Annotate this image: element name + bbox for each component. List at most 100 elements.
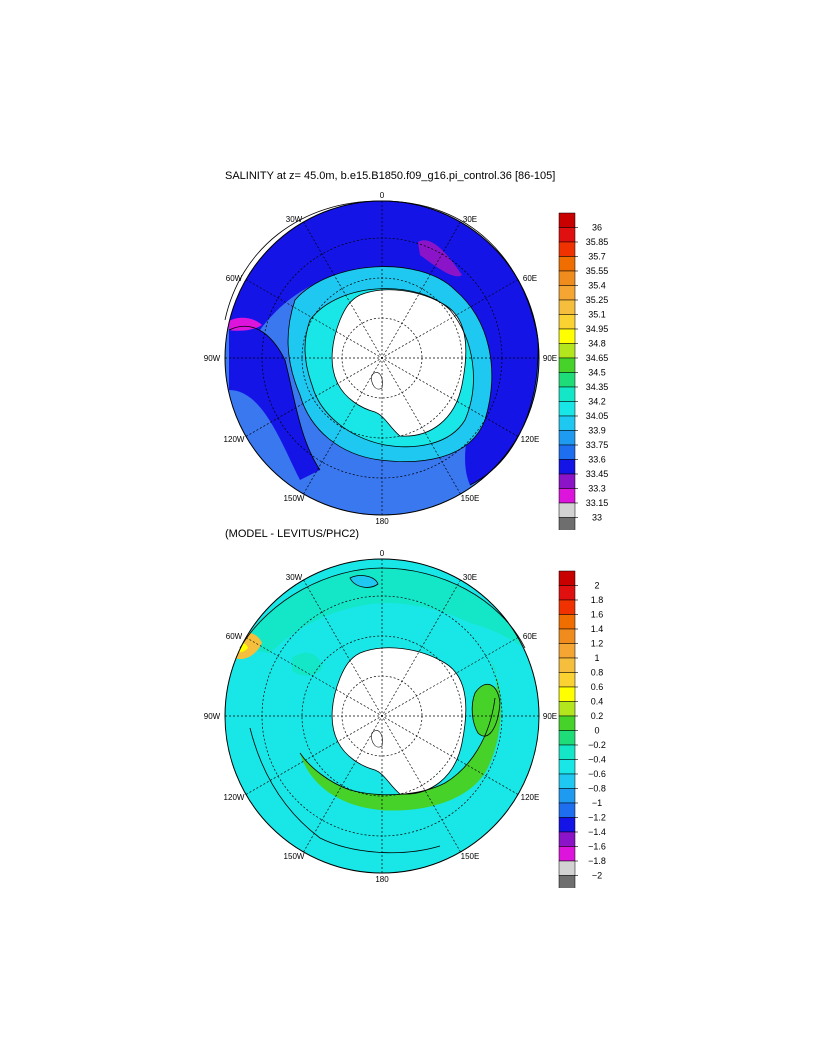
lon-label-60e: 60E — [523, 632, 537, 641]
colorbar-label: 0.2 — [591, 711, 604, 721]
colorbar-label: 33.15 — [586, 498, 609, 508]
colorbar-swatch — [558, 357, 576, 373]
colorbar-swatch — [558, 488, 576, 504]
field-0-2-east — [472, 684, 500, 737]
map-border — [224, 200, 540, 516]
colorbar-swatch — [558, 386, 576, 402]
antarctic-peninsula-shelf — [371, 372, 383, 390]
colorbar-label: −0.6 — [588, 769, 606, 779]
colorbar-swatch — [558, 672, 576, 688]
colorbar-swatch — [558, 686, 576, 702]
colorbar-swatch — [558, 788, 576, 804]
colorbar-swatch — [558, 415, 576, 431]
colorbar: 2 1.8 1.6 1.4 1.2 1 0.8 0.6 0.4 0.2 0 −0.2 −0.4 −0.6 −… — [558, 570, 606, 891]
lon-label-180: 180 — [375, 875, 389, 884]
graticule — [225, 559, 539, 873]
colorbar-swatch — [558, 585, 576, 601]
lon-label-30e: 30E — [463, 215, 477, 224]
colorbar-swatch — [558, 473, 576, 489]
lon-label-60w: 60W — [226, 632, 243, 641]
field-33-45-patch — [418, 240, 462, 277]
colorbar-label: −0.2 — [588, 740, 606, 750]
longitude-labels: 0 30E 60E 90E 120E 150E 180 150W 120W 90… — [204, 191, 557, 526]
colorbar-swatch — [558, 285, 576, 301]
chart-title: SALINITY at z= 45.0m, b.e15.B1850.f09_g1… — [225, 170, 556, 182]
colorbar-swatch — [558, 328, 576, 344]
lon-label-30w: 30W — [286, 215, 303, 224]
colorbar-swatch — [558, 256, 576, 272]
colorbar-label: 0.6 — [591, 682, 604, 692]
colorbar-label: 35.25 — [586, 295, 609, 305]
lon-label-90w: 90W — [204, 354, 221, 363]
colorbar-swatch — [558, 299, 576, 315]
colorbar-label: 36 — [592, 223, 602, 233]
lon-label-150e: 150E — [461, 494, 480, 503]
field-minus-0-4-patch — [350, 575, 378, 588]
colorbar-label: 35.7 — [588, 252, 606, 262]
colorbar-label: 35.4 — [588, 281, 606, 291]
lon-label-90w: 90W — [204, 712, 221, 721]
difference-panel: (MODEL - LEVITUS/PHC2) — [0, 528, 818, 891]
colorbar-swatch — [558, 773, 576, 789]
colorbar-swatch — [558, 701, 576, 717]
colorbar-swatch — [558, 314, 576, 330]
colorbar-label: 33.75 — [586, 440, 609, 450]
colorbar-label: 33.45 — [586, 469, 609, 479]
colorbar-swatch — [558, 715, 576, 731]
colorbar: 36 35.85 35.7 35.55 35.4 35.25 35.1 34.95 34.8 34… — [558, 212, 609, 533]
difference-map: 0 30E 60E 90E 120E 150E 180 150W 120W 90… — [204, 549, 606, 891]
salinity-map: 0 30E 60E 90E 120E 150E 180 150W 120W 90… — [204, 191, 609, 533]
colorbar-label: −1.4 — [588, 827, 606, 837]
colorbar-label: 34.95 — [586, 324, 609, 334]
colorbar-swatch — [558, 459, 576, 475]
colorbar-swatch — [558, 802, 576, 818]
colorbar-label: −1.2 — [588, 813, 606, 823]
colorbar-label: 35.55 — [586, 266, 609, 276]
colorbar-swatch — [558, 730, 576, 746]
colorbar-swatch — [558, 657, 576, 673]
colorbar-label: 34.05 — [586, 411, 609, 421]
colorbar-swatch — [558, 372, 576, 388]
colorbar-swatch — [558, 831, 576, 847]
colorbar-label: 2 — [594, 581, 599, 591]
colorbar-swatch — [558, 502, 576, 518]
colorbar-label: 33.6 — [588, 455, 606, 465]
colorbar-label: 34.65 — [586, 353, 609, 363]
field-0-west — [292, 652, 322, 676]
colorbar-swatch — [558, 744, 576, 760]
antarctica-landmass — [331, 289, 467, 437]
colorbar-swatch — [558, 599, 576, 615]
colorbar-label: 1 — [594, 653, 599, 663]
lon-label-30w: 30W — [286, 573, 303, 582]
longitude-labels: 0 30E 60E 90E 120E 150E 180 150W 120W 90… — [204, 549, 557, 884]
antarctic-peninsula-shelf — [371, 730, 383, 748]
lon-label-90e: 90E — [543, 712, 557, 721]
map-border — [224, 558, 540, 874]
graticule — [225, 201, 539, 515]
colorbar-label: 34.2 — [588, 397, 606, 407]
colorbar-label: 33.9 — [588, 426, 606, 436]
colorbar-label: 1.6 — [591, 610, 604, 620]
colorbar-label: 0.8 — [591, 668, 604, 678]
lon-label-90e: 90E — [543, 354, 557, 363]
colorbar-label: −1.8 — [588, 856, 606, 866]
lon-label-30e: 30E — [463, 573, 477, 582]
colorbar-label: −1.6 — [588, 842, 606, 852]
salinity-panel: SALINITY at z= 45.0m, b.e15.B1850.f09_g1… — [0, 170, 818, 533]
lon-label-0: 0 — [380, 191, 385, 200]
colorbar-swatch — [558, 860, 576, 876]
colorbar-swatch — [558, 570, 576, 586]
colorbar-swatch — [558, 444, 576, 460]
lon-label-150e: 150E — [461, 852, 480, 861]
colorbar-swatch — [558, 401, 576, 417]
colorbar-label: −0.8 — [588, 784, 606, 794]
colorbar-label: 0.4 — [591, 697, 604, 707]
lon-label-120w: 120W — [224, 793, 245, 802]
lon-label-150w: 150W — [284, 852, 305, 861]
lon-label-0: 0 — [380, 549, 385, 558]
colorbar-swatch — [558, 846, 576, 862]
colorbar-label: 35.1 — [588, 310, 606, 320]
lon-label-60w: 60W — [226, 274, 243, 283]
lon-label-60e: 60E — [523, 274, 537, 283]
antarctica-landmass — [331, 647, 467, 795]
